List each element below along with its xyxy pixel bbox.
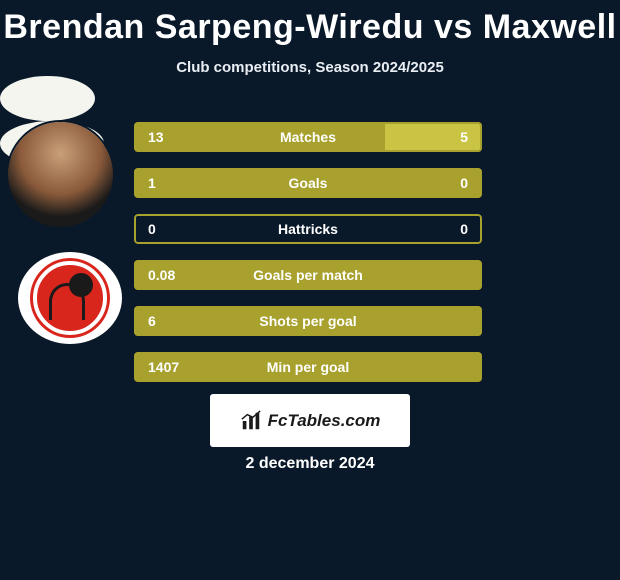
page-title: Brendan Sarpeng-Wiredu vs Maxwell xyxy=(0,0,620,47)
club-badge-inner xyxy=(33,261,107,335)
subtitle: Club competitions, Season 2024/2025 xyxy=(0,59,620,76)
stat-row: 1 0 Goals xyxy=(134,168,482,198)
stat-row: 1407 Min per goal xyxy=(134,352,482,382)
stat-value-left: 6 xyxy=(148,313,156,329)
player1-avatar xyxy=(8,122,113,227)
watermark: FcTables.com xyxy=(210,394,410,447)
stat-value-left: 0 xyxy=(148,221,156,237)
club-badge-left xyxy=(18,252,122,344)
date-label: 2 december 2024 xyxy=(246,455,375,473)
stat-value-left: 13 xyxy=(148,129,164,145)
stat-label: Goals per match xyxy=(253,267,363,283)
stat-row: 0 0 Hattricks xyxy=(134,214,482,244)
player2-avatar-top xyxy=(0,76,95,121)
stat-label: Hattricks xyxy=(278,221,338,237)
stat-label: Shots per goal xyxy=(259,313,356,329)
stat-label: Goals xyxy=(289,175,328,191)
watermark-text: FcTables.com xyxy=(268,411,381,431)
chart-icon xyxy=(240,410,262,432)
stat-value-left: 1 xyxy=(148,175,156,191)
stat-value-left: 1407 xyxy=(148,359,179,375)
stat-row: 6 Shots per goal xyxy=(134,306,482,336)
stat-row: 0.08 Goals per match xyxy=(134,260,482,290)
stat-value-right: 0 xyxy=(460,175,468,191)
stat-value-right: 5 xyxy=(460,129,468,145)
stat-value-right: 0 xyxy=(460,221,468,237)
stat-label: Min per goal xyxy=(267,359,349,375)
stats-bars: 13 5 Matches 1 0 Goals 0 0 Hattricks 0.08 Goals pe… xyxy=(134,122,482,398)
stat-value-left: 0.08 xyxy=(148,267,175,283)
stat-row: 13 5 Matches xyxy=(134,122,482,152)
bar-left-fill xyxy=(134,122,385,152)
stat-label: Matches xyxy=(280,129,336,145)
